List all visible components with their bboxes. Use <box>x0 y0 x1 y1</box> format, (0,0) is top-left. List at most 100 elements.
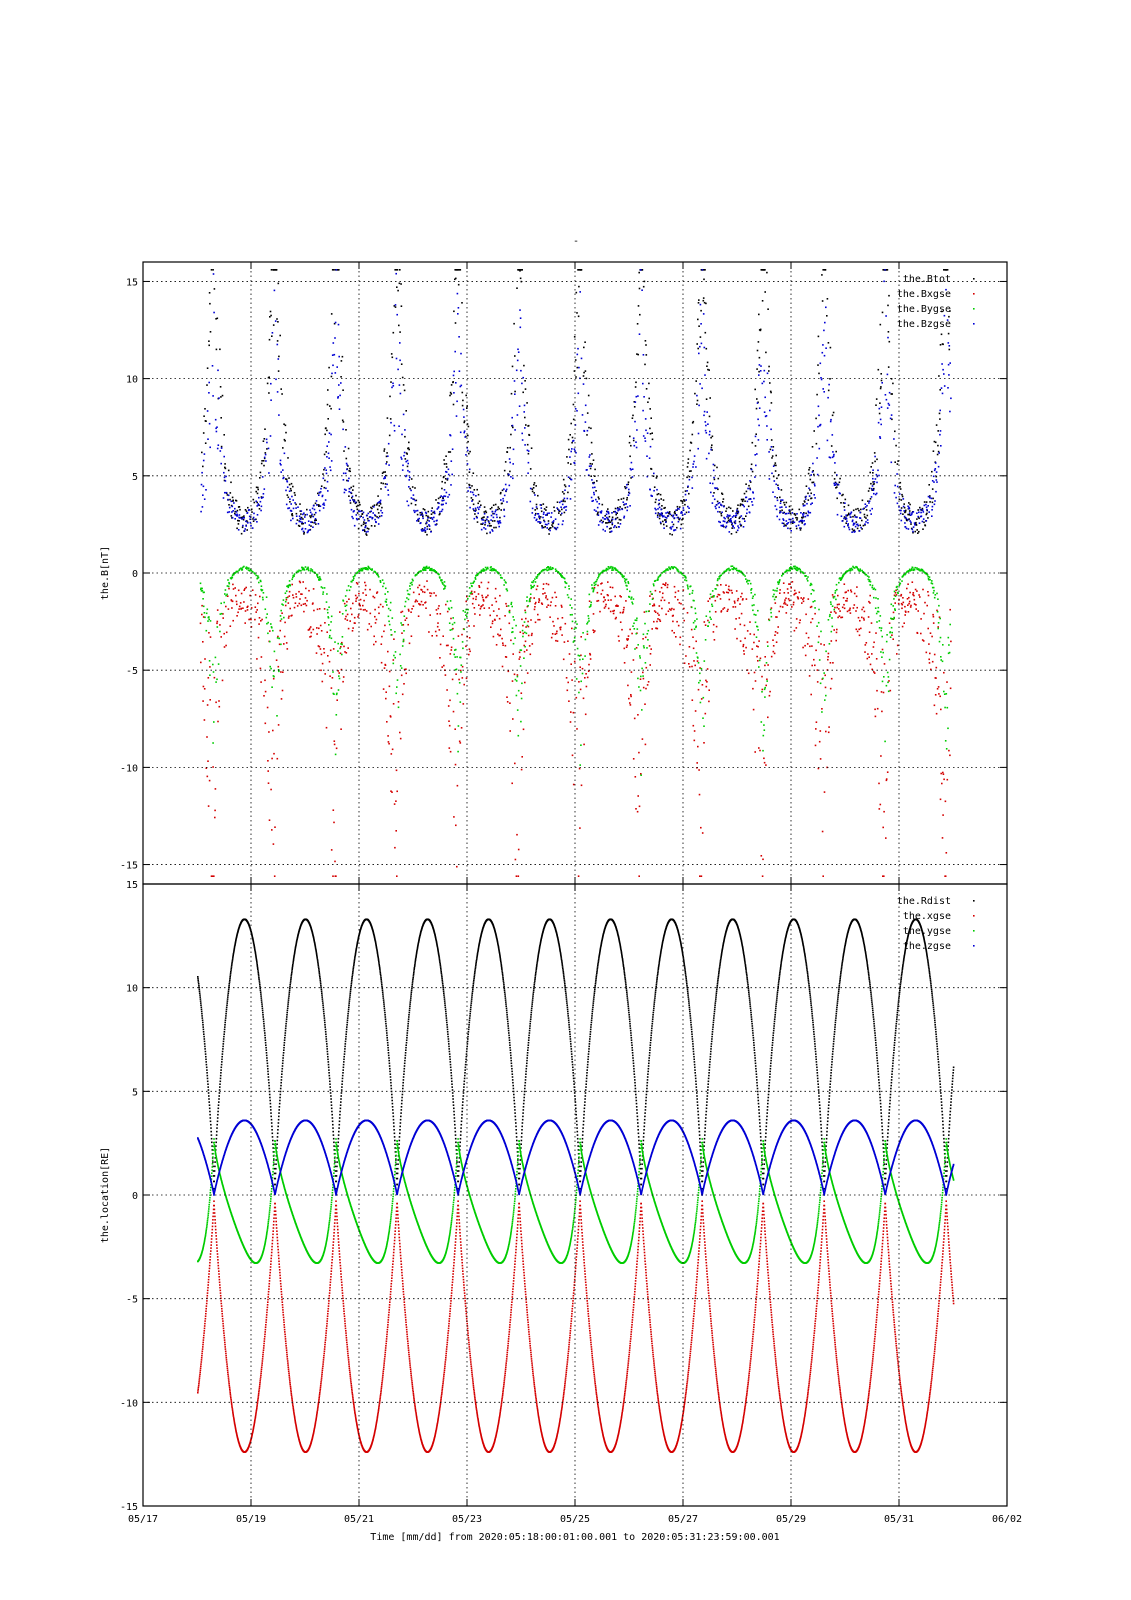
field-point <box>287 496 290 499</box>
field-point <box>815 728 817 730</box>
field-point <box>668 608 671 610</box>
field-point <box>213 288 216 290</box>
field-point <box>442 635 444 637</box>
field-point <box>755 636 758 638</box>
field-point <box>530 447 533 449</box>
field-point <box>679 636 682 639</box>
field-point <box>847 513 849 516</box>
field-point <box>659 591 661 593</box>
field-point <box>878 474 880 477</box>
field-point <box>607 521 610 524</box>
field-point <box>816 681 819 683</box>
field-point <box>592 589 595 592</box>
field-point <box>207 677 210 679</box>
field-point <box>223 471 225 474</box>
field-point <box>200 590 203 592</box>
field-point <box>875 612 878 615</box>
field-point <box>527 620 529 623</box>
field-point <box>262 598 264 601</box>
field-point <box>400 611 402 614</box>
field-point <box>707 619 709 622</box>
field-point <box>409 476 411 479</box>
field-point <box>465 608 467 611</box>
field-point <box>263 457 266 460</box>
field-point <box>732 606 734 608</box>
field-point <box>424 529 427 532</box>
field-point <box>227 585 230 588</box>
field-point <box>752 609 754 612</box>
field-point <box>279 462 281 465</box>
field-point <box>589 652 591 655</box>
field-point <box>327 452 330 455</box>
field-point <box>891 631 893 634</box>
field-point <box>206 367 209 369</box>
field-point <box>512 463 514 465</box>
field-point <box>730 589 733 592</box>
field-point <box>626 483 628 486</box>
field-point <box>346 619 349 621</box>
field-point <box>638 287 641 290</box>
field-point <box>285 478 288 481</box>
field-point <box>337 396 339 398</box>
field-point <box>386 417 389 419</box>
field-point <box>235 511 238 513</box>
field-point <box>619 621 622 623</box>
field-point <box>356 571 359 573</box>
field-point <box>407 623 409 626</box>
field-point <box>727 608 729 611</box>
field-point <box>323 453 326 456</box>
field-point <box>733 600 736 603</box>
field-point <box>576 623 578 625</box>
field-point <box>771 472 773 475</box>
field-point <box>249 518 251 520</box>
field-point <box>289 583 291 586</box>
field-point <box>767 645 769 647</box>
field-point <box>325 601 328 603</box>
field-point <box>879 803 882 806</box>
field-point <box>927 627 929 630</box>
field-point <box>417 586 419 589</box>
field-point <box>369 516 372 518</box>
field-point <box>814 600 816 602</box>
field-point <box>902 597 904 599</box>
field-point <box>737 597 740 600</box>
field-point <box>636 429 638 431</box>
field-point <box>596 591 599 594</box>
field-point <box>651 593 653 595</box>
field-point <box>647 681 650 683</box>
field-point <box>483 511 486 513</box>
field-point <box>712 495 714 497</box>
field-point <box>258 617 261 619</box>
field-point <box>821 300 824 302</box>
field-point <box>733 567 736 570</box>
field-point <box>461 404 464 407</box>
field-point <box>466 611 469 614</box>
field-point <box>504 644 507 647</box>
field-point <box>818 447 821 450</box>
field-point <box>546 567 548 569</box>
field-point <box>770 428 772 431</box>
field-point <box>549 568 551 571</box>
field-point <box>508 473 510 476</box>
field-point <box>431 569 433 572</box>
field-point <box>738 520 741 523</box>
field-point <box>444 674 447 676</box>
field-point <box>215 427 217 430</box>
field-point <box>246 529 248 531</box>
field-point <box>457 283 460 286</box>
field-point <box>644 437 646 439</box>
field-point <box>721 504 723 507</box>
field-point <box>802 505 805 507</box>
field-point <box>322 503 324 506</box>
field-point <box>243 517 245 519</box>
field-point <box>244 509 247 511</box>
field-point <box>422 517 424 520</box>
field-point <box>592 499 594 502</box>
field-point <box>761 269 764 271</box>
field-point <box>730 533 733 535</box>
field-point <box>483 516 485 518</box>
field-point <box>659 521 662 524</box>
field-point <box>818 635 820 638</box>
field-point <box>732 525 734 527</box>
field-point <box>489 569 491 571</box>
